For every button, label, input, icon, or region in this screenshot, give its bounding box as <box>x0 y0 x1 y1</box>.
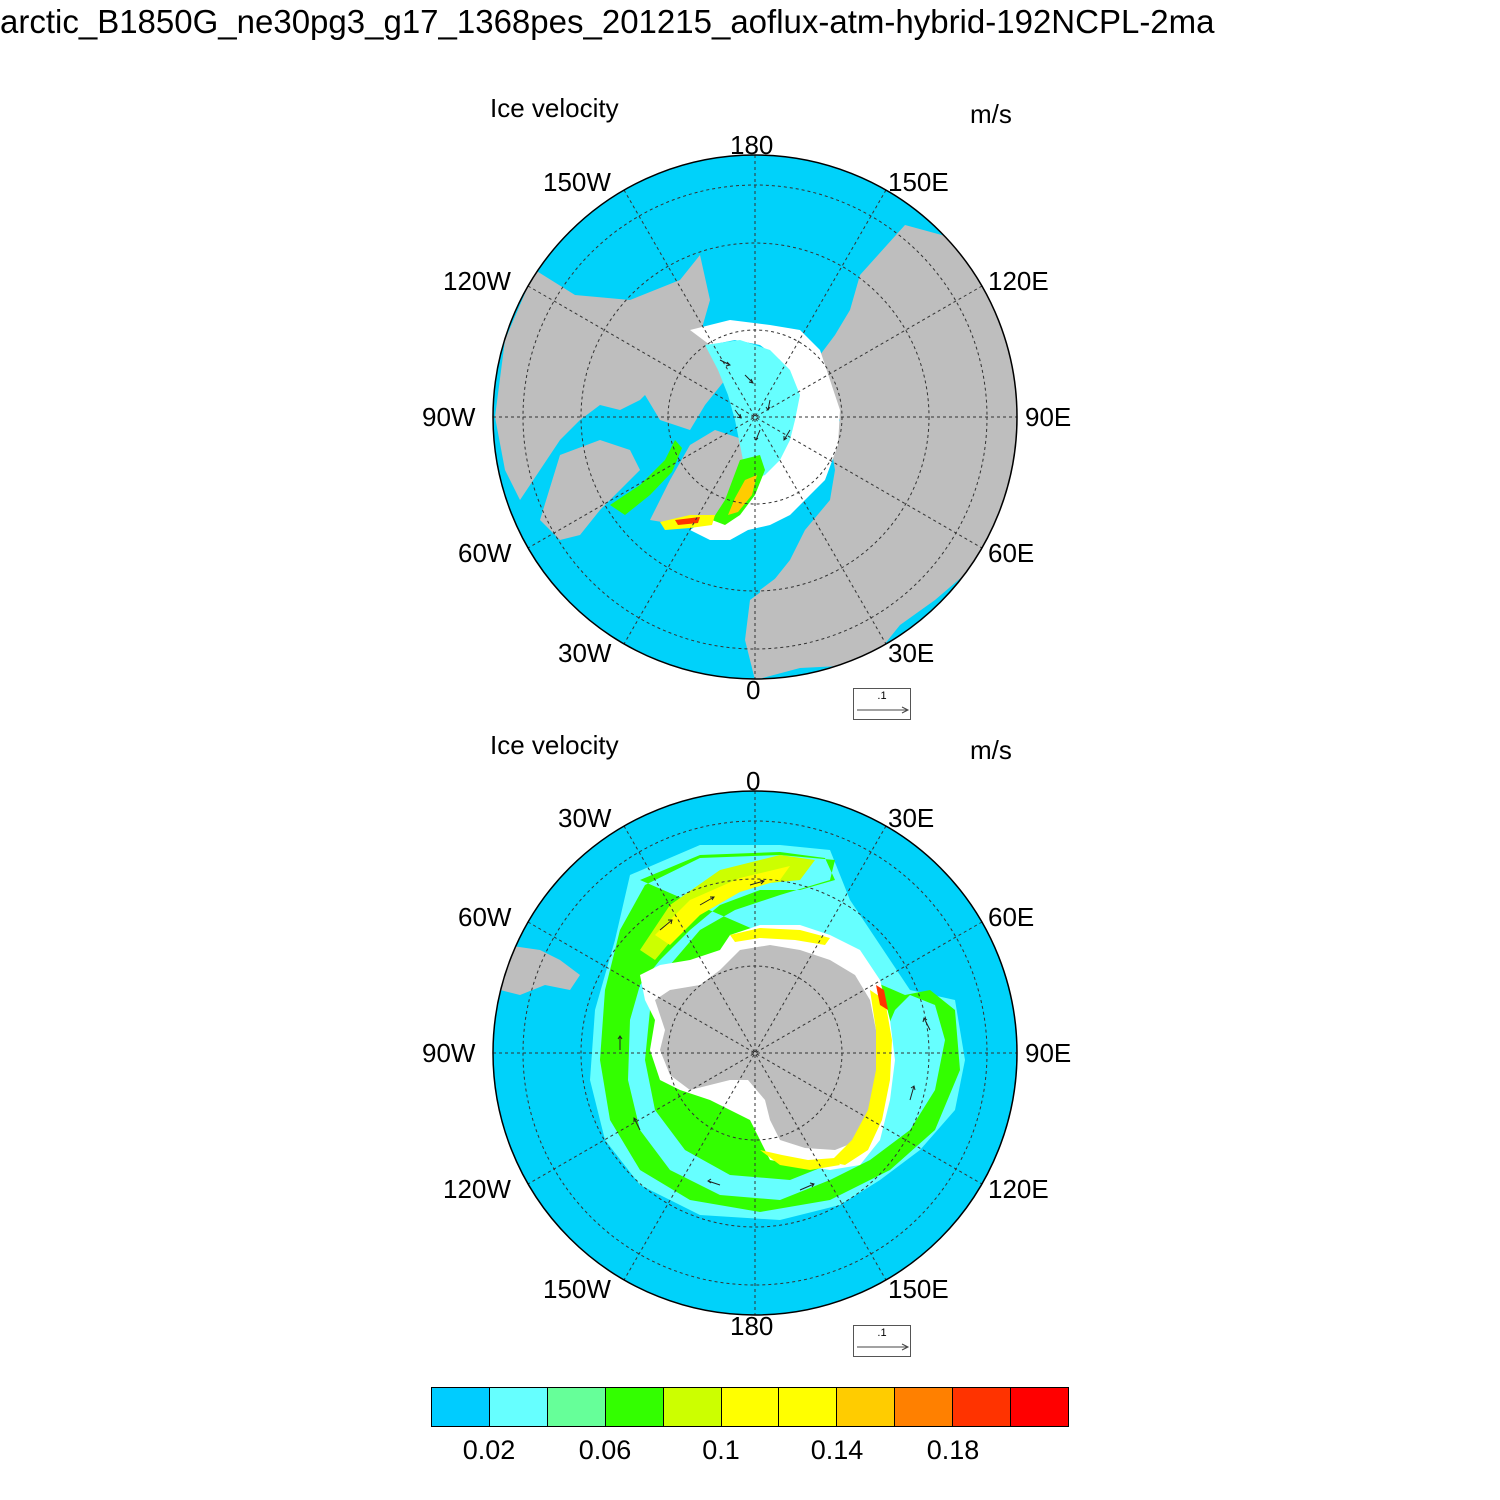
north-panel-units: m/s <box>970 99 1012 129</box>
south-lon-label: 120E <box>988 1174 1049 1204</box>
north-land-labrador <box>540 440 640 540</box>
colorbar-tick-label: 0.1 <box>702 1435 740 1465</box>
south-graticule <box>493 791 1017 1315</box>
north-ice-vectors <box>719 359 791 441</box>
north-land-north-america <box>495 255 710 500</box>
south-lon-label: 150E <box>888 1274 949 1304</box>
south-ice-coastal-north <box>730 928 830 945</box>
colorbar <box>431 1387 1069 1427</box>
south-ice-coastal-red <box>876 985 888 1010</box>
colorbar-swatch <box>605 1388 664 1426</box>
colorbar-swatch <box>432 1388 490 1426</box>
south-polar-map <box>492 790 1018 1316</box>
colorbar-swatch <box>779 1388 838 1426</box>
south-lon-label: 30E <box>888 803 935 833</box>
south-lon-label: 30W <box>558 803 612 833</box>
north-lon-label: 60W <box>458 538 512 568</box>
north-lon-label: 60E <box>988 538 1035 568</box>
north-lon-label: 30W <box>558 638 612 668</box>
colorbar-tick-label: 0.14 <box>810 1435 864 1465</box>
north-lon-label: 120W <box>443 266 511 296</box>
page-title: arctic_B1850G_ne30pg3_g17_1368pes_201215… <box>0 3 1215 40</box>
north-lon-label: 150W <box>543 167 611 197</box>
colorbar-tick-label: 0.18 <box>926 1435 980 1465</box>
north-reference-vector-label: .1 <box>877 690 887 702</box>
colorbar-tick-label: 0.06 <box>578 1435 632 1465</box>
north-land-eurasia <box>745 225 1017 679</box>
north-polar-map <box>492 154 1018 680</box>
south-ice-weddell-core <box>655 866 790 945</box>
north-lon-label: 0 <box>746 675 761 705</box>
north-lon-label: 90W <box>422 402 476 432</box>
colorbar-swatch <box>489 1388 548 1426</box>
colorbar-swatch <box>953 1388 1012 1426</box>
north-lon-label: 30E <box>888 638 935 668</box>
south-reference-vector: .1 <box>853 1325 911 1357</box>
north-lon-label: 150E <box>888 167 949 197</box>
south-map-border <box>492 790 1018 1316</box>
south-lon-label: 120W <box>443 1174 511 1204</box>
south-lon-label: 60E <box>988 902 1035 932</box>
colorbar-swatch <box>1011 1388 1068 1426</box>
south-land-antarctica <box>655 945 880 1150</box>
south-reference-arrow-icon <box>857 1343 910 1351</box>
north-lon-label: 180 <box>730 130 774 160</box>
south-lon-label: 0 <box>746 766 761 796</box>
colorbar-swatch <box>837 1388 896 1426</box>
north-land-scandinavia <box>760 560 820 650</box>
north-lon-label: 90E <box>1025 402 1072 432</box>
south-lon-label: 90E <box>1025 1038 1072 1068</box>
north-reference-vector: .1 <box>853 688 911 720</box>
south-lon-label: 180 <box>730 1311 774 1341</box>
north-ice-stream-baffin <box>610 440 682 515</box>
north-panel-title: Ice velocity <box>490 93 619 123</box>
south-lon-label: 150W <box>543 1274 611 1304</box>
south-panel-units: m/s <box>970 735 1012 765</box>
south-land-south-america <box>500 945 580 995</box>
south-ice-coastal-east <box>830 990 892 1165</box>
colorbar-swatch <box>547 1388 606 1426</box>
colorbar-swatch <box>663 1388 722 1426</box>
colorbar-swatch <box>895 1388 954 1426</box>
south-reference-vector-label: .1 <box>877 1327 887 1339</box>
north-reference-arrow-icon <box>857 706 910 714</box>
north-missing-fringe <box>690 320 840 540</box>
north-lon-label: 120E <box>988 266 1049 296</box>
north-map-border <box>492 154 1018 680</box>
north-sea-ice-basin <box>705 340 800 480</box>
north-ice-stream-fram <box>712 455 765 525</box>
colorbar-swatch <box>721 1388 780 1426</box>
south-ice-vectors <box>617 879 931 1191</box>
south-lon-label: 90W <box>422 1038 476 1068</box>
south-panel-title: Ice velocity <box>490 730 619 760</box>
colorbar-tick-label: 0.02 <box>462 1435 516 1465</box>
north-graticule <box>493 155 1017 679</box>
south-lon-label: 60W <box>458 902 512 932</box>
north-ice-stream-fram-fast <box>728 475 757 515</box>
